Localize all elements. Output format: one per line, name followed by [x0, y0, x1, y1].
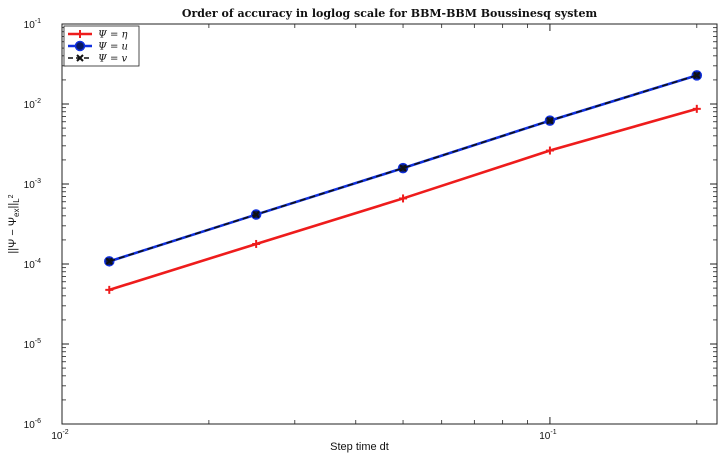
series-3	[105, 71, 701, 266]
data-point	[546, 116, 554, 125]
legend-entry: Ψ = η	[68, 30, 128, 41]
data-point	[399, 164, 407, 172]
y-axis-label-text: ||Ψ − Ψex||L2	[7, 194, 21, 253]
y-tick-label: 10-1	[24, 18, 41, 31]
legend-label: Ψ = v	[98, 54, 128, 65]
x-marker	[546, 116, 554, 125]
x-tick-label: 10-1	[539, 429, 556, 442]
data-point	[105, 285, 114, 294]
x-axis-label: Step time dt	[330, 441, 389, 453]
y-tick-label: 10-3	[24, 178, 41, 191]
data-point	[105, 257, 113, 266]
series-line	[109, 74, 698, 263]
y-axis-label: ||Ψ − Ψex||L2	[7, 194, 21, 253]
axes: 10-2 10-1 10-6 10-5 10-4 10-3 10-2 10-1	[24, 18, 718, 442]
legend-entry: Ψ = u	[68, 40, 128, 53]
data-point	[693, 71, 701, 80]
chart-title: Order of accuracy in loglog scale for BB…	[182, 7, 598, 20]
data-point	[252, 239, 261, 248]
y-tick-label: 10-4	[24, 258, 41, 271]
circle-marker	[74, 40, 86, 52]
legend-entry: Ψ = v	[68, 54, 128, 65]
x-marker	[399, 164, 407, 172]
legend: Ψ = ηΨ = uΨ = v	[63, 25, 140, 67]
legend-label: Ψ = η	[98, 30, 128, 41]
series-layer	[104, 70, 703, 294]
x-marker	[693, 71, 701, 80]
legend-label: Ψ = u	[98, 42, 128, 53]
y-tick-label: 10-6	[24, 418, 41, 431]
data-point	[399, 194, 408, 203]
data-point	[545, 146, 554, 155]
x-marker	[252, 210, 260, 219]
y-tick-label: 10-2	[24, 98, 41, 111]
x-marker	[105, 257, 113, 266]
data-point	[692, 104, 701, 113]
series-1	[105, 104, 701, 294]
plot-frame	[61, 23, 718, 425]
x-tick-label: 10-2	[51, 429, 68, 442]
y-tick-label: 10-5	[24, 338, 41, 351]
x-marker	[76, 54, 84, 62]
data-point	[252, 210, 260, 219]
